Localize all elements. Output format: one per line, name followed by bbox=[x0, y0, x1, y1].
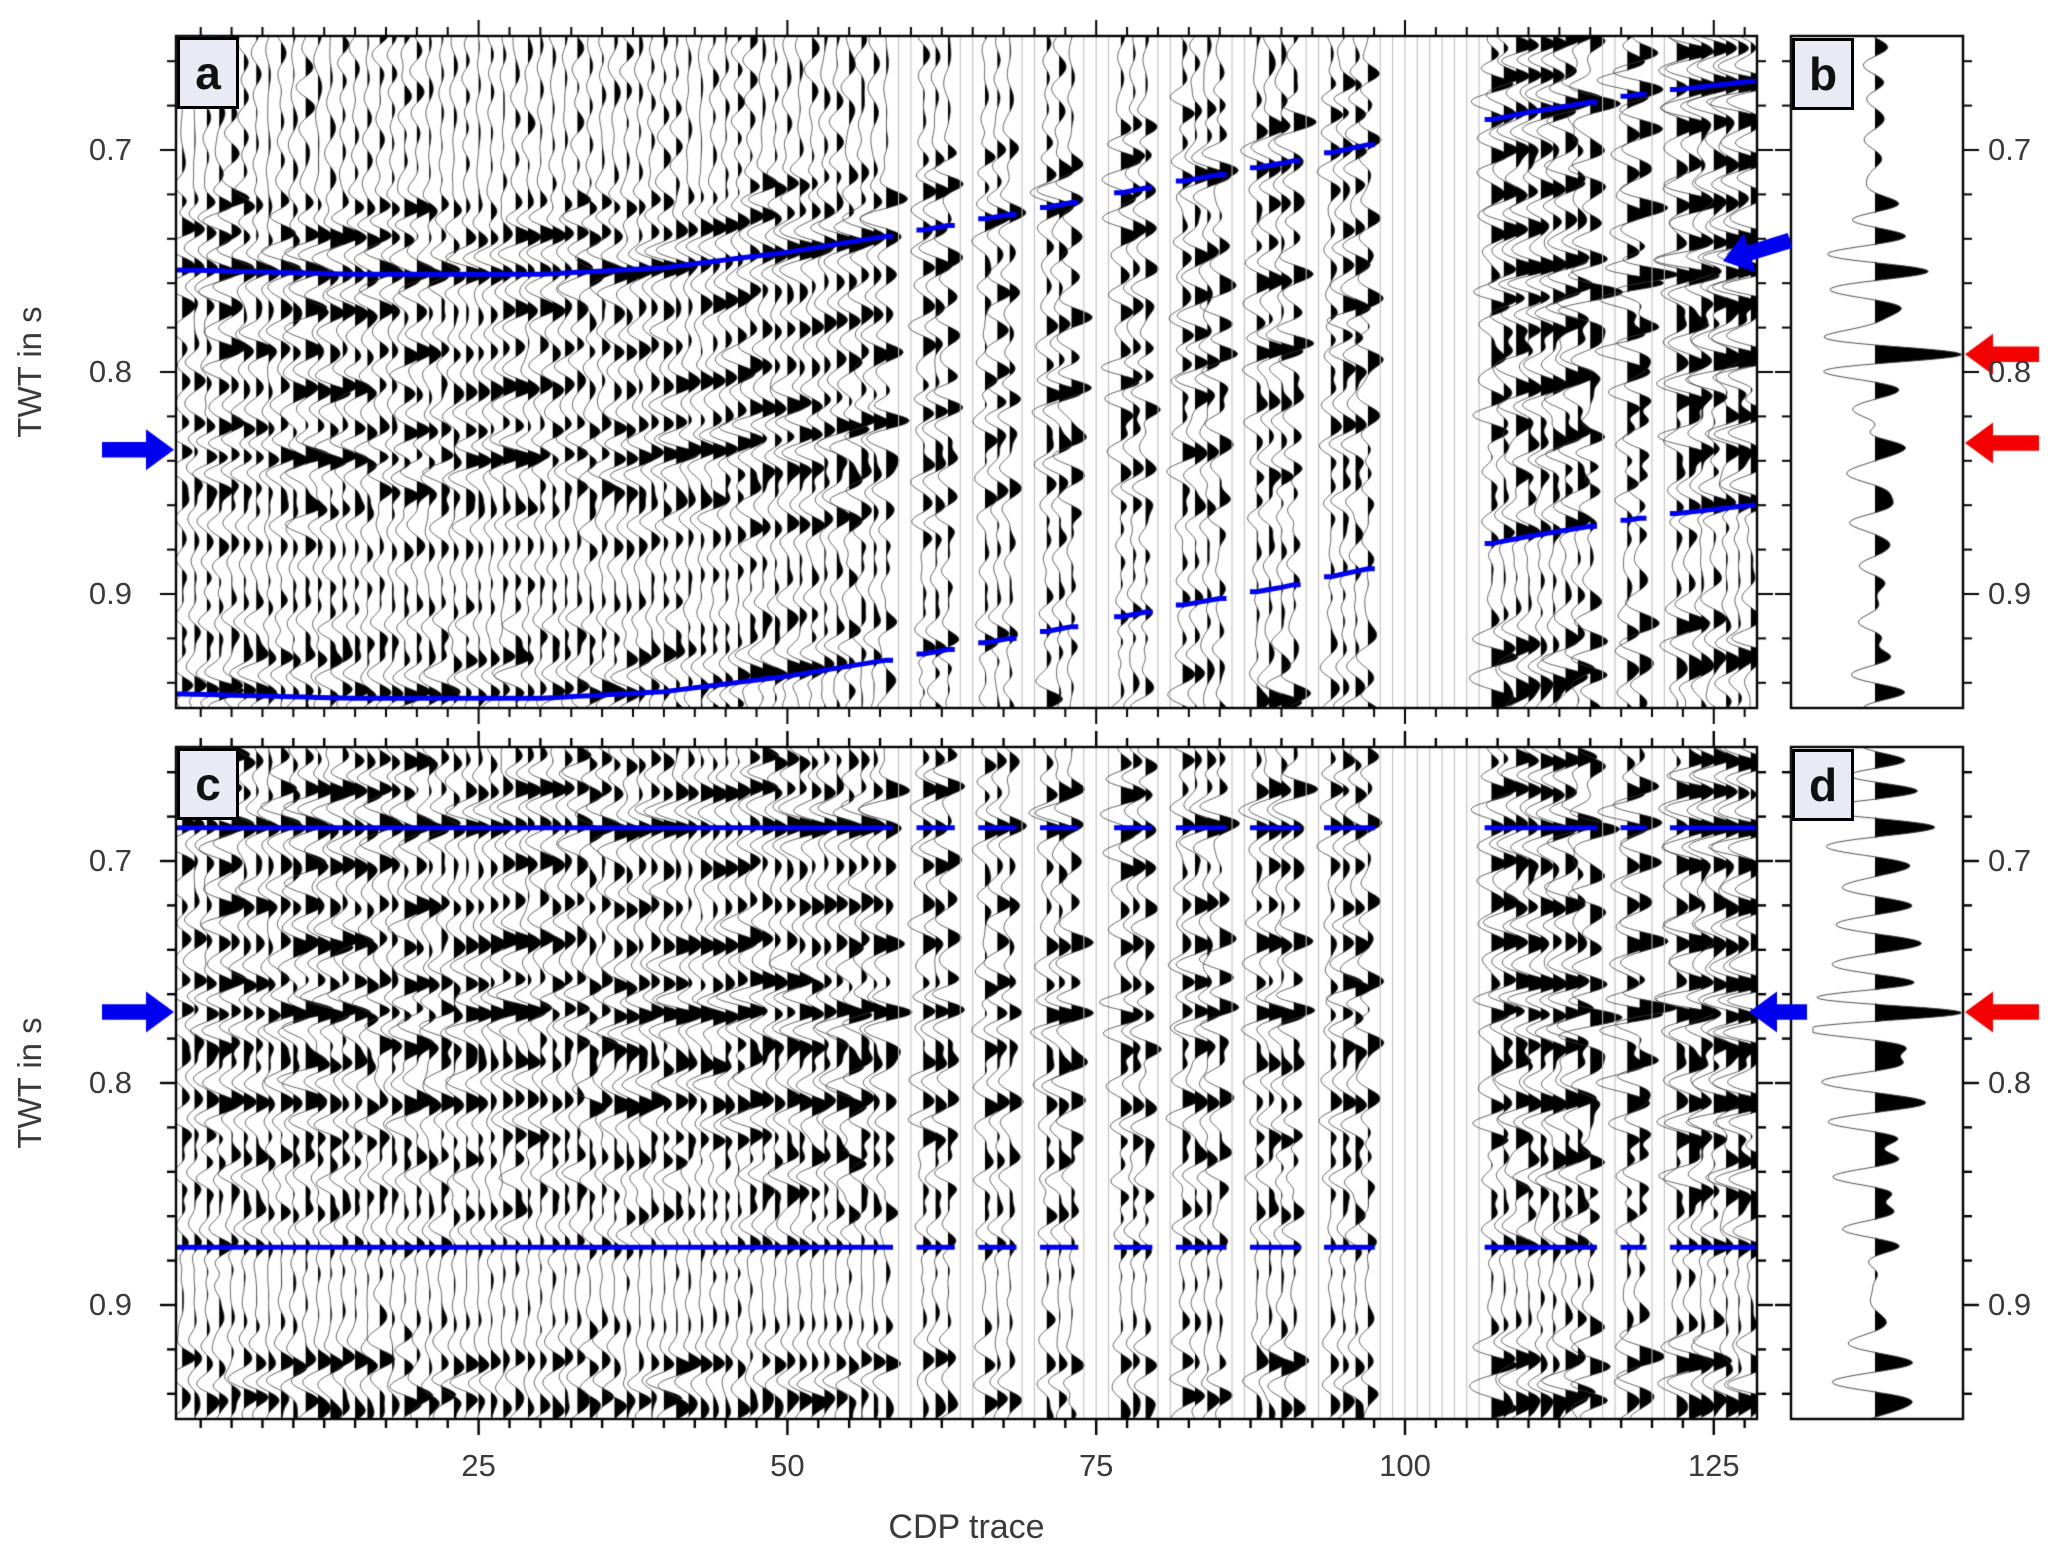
xlabel: CDP trace bbox=[888, 1508, 1045, 1546]
y-tick-label-left: 0.9 bbox=[88, 576, 132, 611]
panel-c-label: c bbox=[177, 748, 239, 820]
y-tick-label-right: 0.7 bbox=[1988, 843, 2032, 878]
x-tick-label: 25 bbox=[461, 1448, 496, 1483]
y-tick-label-right: 0.8 bbox=[1988, 1065, 2032, 1100]
y-tick-label-right: 0.9 bbox=[1988, 576, 2032, 611]
panel-a-label: a bbox=[177, 37, 239, 109]
y-tick-label-left: 0.7 bbox=[88, 843, 132, 878]
y-tick-label-right: 0.8 bbox=[1988, 354, 2032, 389]
y-tick-label-left: 0.8 bbox=[88, 1065, 132, 1100]
ylabel-bottom-panel: TWT in s bbox=[11, 1017, 48, 1149]
y-tick-label-left: 0.8 bbox=[88, 354, 132, 389]
ylabel-top-panel: TWT in s bbox=[11, 306, 48, 438]
y-tick-label-left: 0.9 bbox=[88, 1287, 132, 1322]
x-tick-label: 50 bbox=[770, 1448, 805, 1483]
y-tick-label-right: 0.7 bbox=[1988, 132, 2032, 167]
panel-d-label: d bbox=[1792, 749, 1854, 821]
y-tick-label-right: 0.9 bbox=[1988, 1287, 2032, 1322]
x-tick-label: 125 bbox=[1687, 1448, 1740, 1483]
x-tick-label: 100 bbox=[1379, 1448, 1431, 1483]
x-tick-label: 75 bbox=[1078, 1448, 1114, 1483]
y-tick-label-left: 0.7 bbox=[88, 132, 132, 167]
panel-b-label: b bbox=[1792, 38, 1854, 110]
